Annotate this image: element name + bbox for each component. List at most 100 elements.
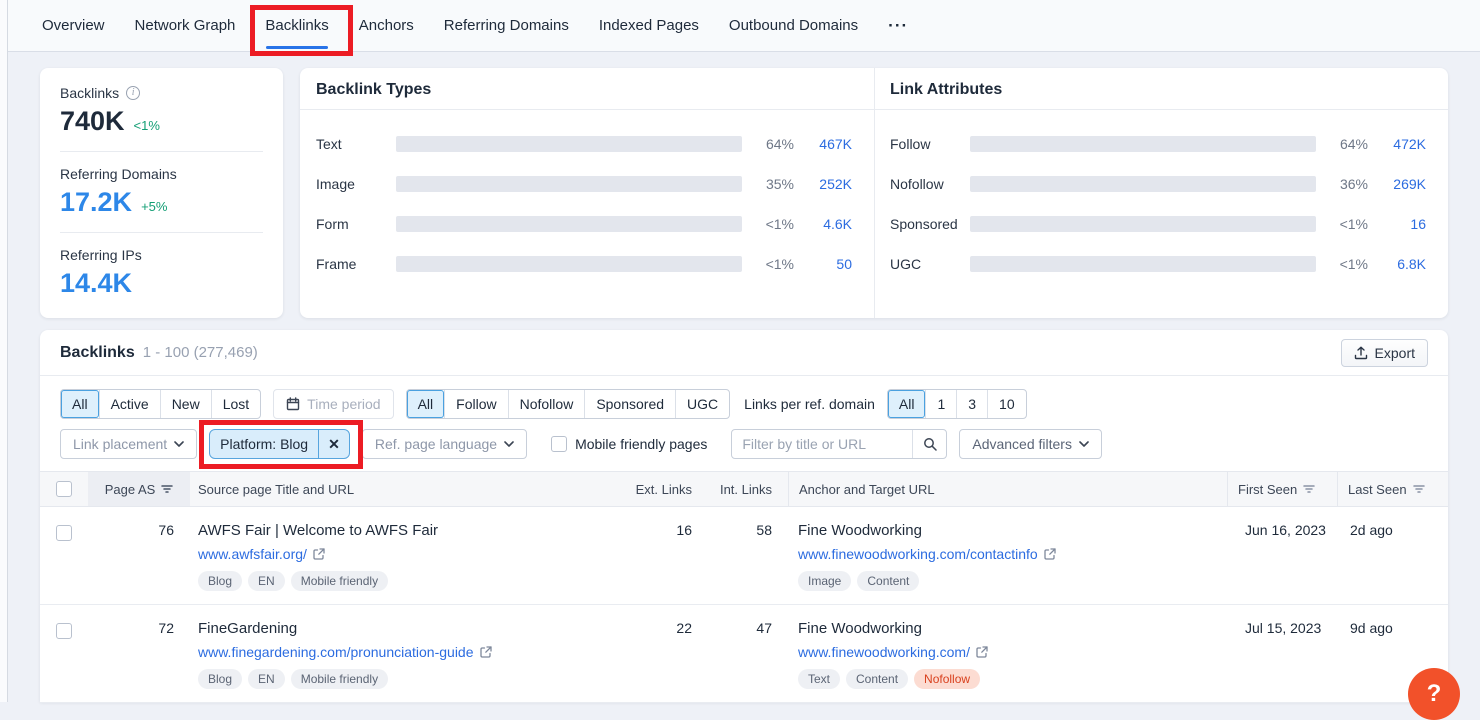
status-filter-all[interactable]: All bbox=[61, 390, 99, 418]
divider bbox=[60, 232, 263, 233]
source-page-url-link[interactable]: www.awfsfair.org/ bbox=[198, 546, 612, 562]
backlink-types-chart: Text 64% 467K Image 35% 252K Form <1% 4.… bbox=[300, 110, 874, 284]
tab-backlinks[interactable]: Backlinks bbox=[265, 0, 329, 52]
charts-card: Backlink Types Link Attributes Text 64% … bbox=[300, 68, 1448, 318]
search-icon[interactable] bbox=[912, 430, 946, 458]
badge-language: EN bbox=[248, 669, 285, 689]
badge-nofollow: Nofollow bbox=[914, 669, 981, 689]
tab-anchors[interactable]: Anchors bbox=[358, 17, 414, 34]
bar-value-link[interactable]: 50 bbox=[836, 256, 852, 272]
int-links-value: 47 bbox=[756, 620, 772, 636]
table-row: 76 AWFS Fair | Welcome to AWFS Fair www.… bbox=[40, 507, 1448, 605]
bar-percent: <1% bbox=[765, 216, 794, 232]
summary-metrics-card: Backlinks i 740K <1% Referring Domains 1… bbox=[40, 68, 283, 318]
target-url-text: www.finewoodworking.com/ bbox=[798, 644, 970, 660]
ext-links-value: 22 bbox=[676, 620, 692, 636]
bar-row-text: Text 64% 467K bbox=[316, 124, 852, 164]
int-links-value: 58 bbox=[756, 522, 772, 538]
first-seen-value: Jul 15, 2023 bbox=[1245, 620, 1322, 636]
bar-label: Sponsored bbox=[890, 216, 958, 232]
tab-referring-domains[interactable]: Referring Domains bbox=[443, 17, 569, 34]
links-per-10[interactable]: 10 bbox=[987, 390, 1026, 418]
badge-placement: Content bbox=[857, 571, 920, 591]
bar-percent: <1% bbox=[1339, 216, 1368, 232]
target-url-link[interactable]: www.finewoodworking.com/ bbox=[798, 644, 1227, 660]
links-per-3[interactable]: 3 bbox=[956, 390, 987, 418]
tab-network-graph[interactable]: Network Graph bbox=[134, 17, 236, 34]
mobile-friendly-checkbox-label[interactable]: Mobile friendly pages bbox=[551, 436, 707, 452]
column-header-int-links: Int. Links bbox=[719, 481, 772, 497]
source-page-title: AWFS Fair | Welcome to AWFS Fair bbox=[198, 522, 439, 539]
status-filter-new[interactable]: New bbox=[159, 390, 211, 418]
badge-platform: Blog bbox=[198, 571, 243, 591]
title-url-filter-input[interactable] bbox=[732, 430, 913, 458]
remove-filter-icon[interactable]: ✕ bbox=[328, 435, 340, 452]
tab-outbound-domains[interactable]: Outbound Domains bbox=[728, 17, 859, 34]
mobile-friendly-checkbox[interactable] bbox=[551, 436, 568, 452]
status-filter-lost[interactable]: Lost bbox=[210, 390, 260, 418]
status-filter-active[interactable]: Active bbox=[98, 390, 160, 418]
bar-percent: <1% bbox=[765, 256, 794, 272]
target-url-link[interactable]: www.finewoodworking.com/contactinfo bbox=[798, 546, 1227, 562]
source-page-url-link[interactable]: www.finegardening.com/pronunciation-guid… bbox=[198, 644, 612, 660]
bar-value-link[interactable]: 252K bbox=[819, 176, 852, 192]
column-header-last-seen[interactable]: Last Seen bbox=[1337, 472, 1448, 506]
status-filter-group: All Active New Lost bbox=[60, 389, 262, 419]
referring-ips-label-text: Referring IPs bbox=[60, 247, 142, 263]
follow-filter-sponsored[interactable]: Sponsored bbox=[584, 390, 675, 418]
bar-percent: 64% bbox=[1339, 136, 1368, 152]
bar-value-link[interactable]: 269K bbox=[1393, 176, 1426, 192]
bar-row-ugc: UGC <1% 6.8K bbox=[890, 244, 1426, 284]
bar-value-link[interactable]: 6.8K bbox=[1397, 256, 1426, 272]
bar-value-link[interactable]: 472K bbox=[1393, 136, 1426, 152]
bar-value-link[interactable]: 4.6K bbox=[823, 216, 852, 232]
link-placement-select[interactable]: Link placement bbox=[60, 429, 198, 459]
export-button[interactable]: Export bbox=[1340, 338, 1428, 367]
ref-page-language-select[interactable]: Ref. page language bbox=[361, 429, 528, 459]
column-header-first-seen[interactable]: First Seen bbox=[1227, 472, 1337, 506]
follow-filter-ugc[interactable]: UGC bbox=[675, 390, 729, 418]
bar-row-sponsored: Sponsored <1% 16 bbox=[890, 204, 1426, 244]
more-tabs-icon[interactable]: ··· bbox=[888, 15, 909, 35]
advanced-filters-button[interactable]: Advanced filters bbox=[959, 429, 1102, 459]
page-as-value: 76 bbox=[158, 522, 174, 538]
platform-filter-chip[interactable]: Platform: Blog ✕ bbox=[209, 429, 350, 459]
follow-filter-all[interactable]: All bbox=[406, 390, 445, 418]
badge-link-type: Image bbox=[798, 571, 852, 591]
follow-filter-follow[interactable]: Follow bbox=[444, 390, 507, 418]
referring-ips-value[interactable]: 14.4K bbox=[60, 268, 133, 298]
select-all-checkbox[interactable] bbox=[56, 481, 72, 497]
row-checkbox[interactable] bbox=[56, 623, 72, 639]
mobile-friendly-text: Mobile friendly pages bbox=[575, 436, 708, 452]
last-seen-value: 9d ago bbox=[1350, 620, 1393, 636]
section-header: Backlinks 1 - 100 (277,469) Export bbox=[40, 330, 1448, 376]
badge-link-type: Text bbox=[798, 669, 841, 689]
platform-filter-chip-wrap: Platform: Blog ✕ bbox=[199, 420, 363, 469]
bar-value-link[interactable]: 16 bbox=[1410, 216, 1426, 232]
help-button[interactable]: ? bbox=[1408, 668, 1460, 720]
tab-indexed-pages[interactable]: Indexed Pages bbox=[598, 17, 699, 34]
window-edge bbox=[0, 0, 8, 702]
row-checkbox[interactable] bbox=[56, 525, 72, 541]
bar-value-link[interactable]: 467K bbox=[819, 136, 852, 152]
links-per-ref-domain-group: All 1 3 10 bbox=[886, 389, 1027, 419]
links-per-1[interactable]: 1 bbox=[925, 390, 956, 418]
table-row: 72 FineGardening www.finegardening.com/p… bbox=[40, 605, 1448, 703]
column-header-page-as[interactable]: Page AS bbox=[88, 472, 190, 506]
info-icon[interactable]: i bbox=[126, 86, 141, 100]
bar-track bbox=[970, 216, 1316, 232]
title-url-filter-box bbox=[731, 429, 948, 459]
column-header-source: Source page Title and URL bbox=[198, 481, 355, 497]
time-period-label: Time period bbox=[307, 396, 381, 412]
links-per-all[interactable]: All bbox=[887, 390, 926, 418]
referring-domains-value[interactable]: 17.2K bbox=[60, 187, 133, 217]
referring-ips-metric-label: Referring IPs bbox=[60, 247, 263, 263]
platform-chip-label: Platform: Blog bbox=[220, 436, 309, 452]
chevron-down-icon bbox=[174, 441, 184, 447]
time-period-button[interactable]: Time period bbox=[273, 389, 394, 419]
follow-filter-nofollow[interactable]: Nofollow bbox=[507, 390, 585, 418]
tab-overview[interactable]: Overview bbox=[42, 17, 105, 34]
backlinks-value: 740K bbox=[60, 106, 125, 136]
external-link-icon bbox=[1044, 548, 1056, 560]
link-placement-label: Link placement bbox=[73, 436, 168, 452]
